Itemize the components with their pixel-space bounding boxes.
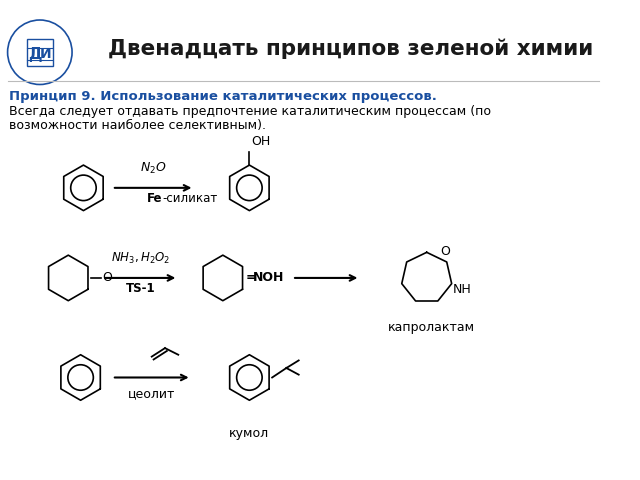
Text: O: O xyxy=(102,271,112,285)
Text: капролактам: капролактам xyxy=(388,321,475,334)
Text: $NH_3, H_2O_2$: $NH_3, H_2O_2$ xyxy=(111,251,170,265)
FancyBboxPatch shape xyxy=(26,39,53,66)
Text: возможности наиболее селективным).: возможности наиболее селективным). xyxy=(10,119,266,132)
Text: Fe: Fe xyxy=(147,192,163,204)
Text: цеолит: цеолит xyxy=(128,387,175,400)
Text: NOH: NOH xyxy=(253,271,285,285)
Text: Принцип 9. Использование каталитических процессов.: Принцип 9. Использование каталитических … xyxy=(10,90,437,103)
Text: TS-1: TS-1 xyxy=(125,282,155,295)
Text: Двенадцать принципов зеленой химии: Двенадцать принципов зеленой химии xyxy=(108,38,593,59)
Text: =: = xyxy=(246,271,256,285)
Text: O: O xyxy=(441,245,451,258)
Text: кумол: кумол xyxy=(229,427,269,440)
Text: -силикат: -силикат xyxy=(162,192,218,204)
Text: OH: OH xyxy=(252,135,271,148)
Text: Д: Д xyxy=(28,47,42,61)
Text: Всегда следует отдавать предпочтение каталитическим процессам (по: Всегда следует отдавать предпочтение кат… xyxy=(10,105,492,119)
Text: И: И xyxy=(40,47,51,61)
Text: $N_2O$: $N_2O$ xyxy=(140,161,167,177)
Text: NH: NH xyxy=(452,283,471,296)
